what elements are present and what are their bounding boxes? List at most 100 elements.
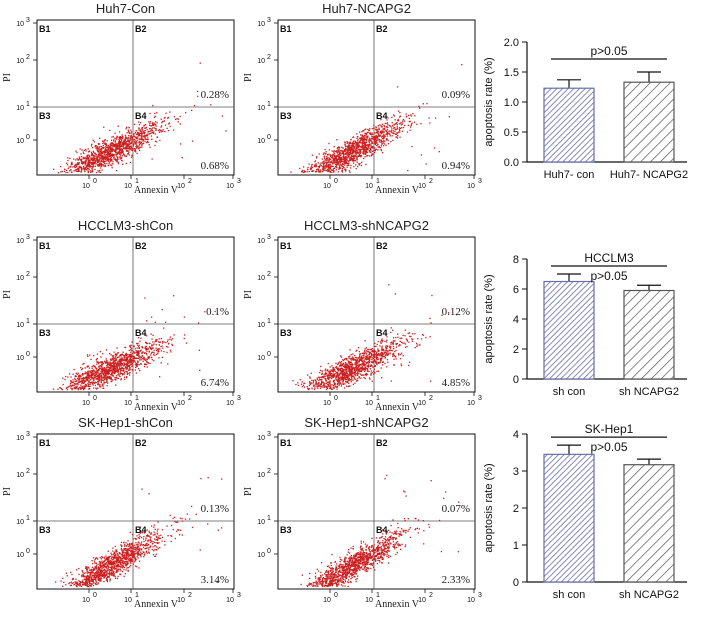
event-dot [331, 157, 334, 159]
event-dot [371, 371, 373, 374]
event-dot [97, 387, 99, 389]
event-dot [129, 138, 131, 140]
event-dot [362, 364, 364, 366]
event-dot [351, 146, 353, 148]
event-dot [142, 358, 144, 360]
event-dot [352, 149, 354, 151]
event-dot [359, 162, 361, 165]
event-dot [341, 364, 343, 366]
event-dot [144, 130, 146, 132]
event-dot [141, 345, 143, 348]
event-dot [367, 369, 369, 371]
event-dot [382, 135, 385, 137]
quadrant-label: B4 [135, 328, 147, 338]
event-dot [333, 154, 336, 156]
event-dot [363, 151, 365, 153]
event-dot [88, 377, 90, 379]
event-dot [355, 155, 357, 158]
event-dot [153, 349, 155, 351]
event-dot [381, 135, 383, 138]
event-dot [144, 136, 146, 138]
event-dot [379, 124, 381, 126]
event-dot [123, 371, 126, 374]
event-dot [413, 121, 416, 123]
event-dot [111, 159, 113, 161]
event-dot [83, 373, 85, 375]
quadrant-label: B2 [376, 241, 388, 251]
event-dot [139, 357, 141, 359]
event-dot [137, 351, 139, 354]
event-dot [197, 322, 200, 324]
event-dot [342, 156, 344, 158]
event-dot [363, 157, 365, 160]
event-dot [359, 154, 362, 157]
event-dot [116, 364, 118, 367]
event-dot [123, 147, 125, 149]
event-dot [360, 366, 363, 368]
event-dot [102, 160, 104, 162]
event-dot [361, 139, 363, 142]
event-dot [84, 164, 86, 166]
event-dot [370, 364, 373, 366]
event-dot [319, 170, 321, 172]
event-dot [98, 376, 100, 378]
event-dot [105, 379, 107, 381]
event-dot [137, 121, 140, 123]
event-dot [371, 380, 373, 382]
event-dot [364, 129, 366, 131]
event-dot [316, 168, 318, 171]
event-dot [198, 349, 200, 351]
event-dot [115, 147, 117, 149]
event-dot [361, 134, 363, 136]
event-dot [435, 117, 437, 119]
event-dot [325, 373, 327, 375]
y-tick-label: 10 [257, 105, 265, 112]
event-dot [390, 380, 392, 382]
event-dot [381, 354, 383, 356]
event-dot [105, 358, 107, 360]
event-dot [370, 374, 372, 376]
event-dot [109, 147, 112, 149]
event-dot [145, 349, 147, 351]
event-dot [120, 145, 122, 148]
event-dot [132, 139, 134, 141]
event-dot [169, 111, 171, 113]
event-dot [159, 376, 161, 378]
event-dot [106, 370, 108, 372]
event-dot [146, 342, 148, 345]
event-dot [386, 119, 388, 121]
event-dot [141, 132, 143, 134]
event-dot [72, 166, 74, 168]
event-dot [353, 375, 355, 377]
event-dot [75, 150, 77, 152]
event-dot [121, 149, 124, 151]
event-dot [327, 161, 329, 163]
event-dot [110, 364, 112, 366]
event-dot [85, 384, 87, 387]
event-dot [81, 387, 83, 389]
event-dot [347, 157, 349, 159]
event-dot [183, 316, 185, 318]
event-dot [348, 152, 350, 154]
event-dot [96, 375, 98, 378]
event-dot [365, 367, 367, 369]
event-dot [352, 356, 354, 358]
event-dot [101, 164, 103, 166]
event-dot [79, 386, 81, 388]
event-dot [154, 548, 156, 550]
event-dot [144, 363, 146, 365]
event-dot [122, 141, 124, 143]
event-dot [370, 361, 372, 363]
event-dot [322, 164, 325, 166]
event-dot [347, 375, 349, 377]
event-dot [139, 359, 141, 361]
event-dot [146, 128, 148, 131]
event-dot [367, 128, 369, 131]
event-dot [102, 158, 104, 160]
event-dot [138, 134, 140, 136]
event-dot [77, 388, 79, 391]
event-dot [379, 135, 381, 137]
event-dot [89, 166, 92, 168]
event-dot [350, 375, 352, 377]
event-dot [89, 382, 91, 384]
